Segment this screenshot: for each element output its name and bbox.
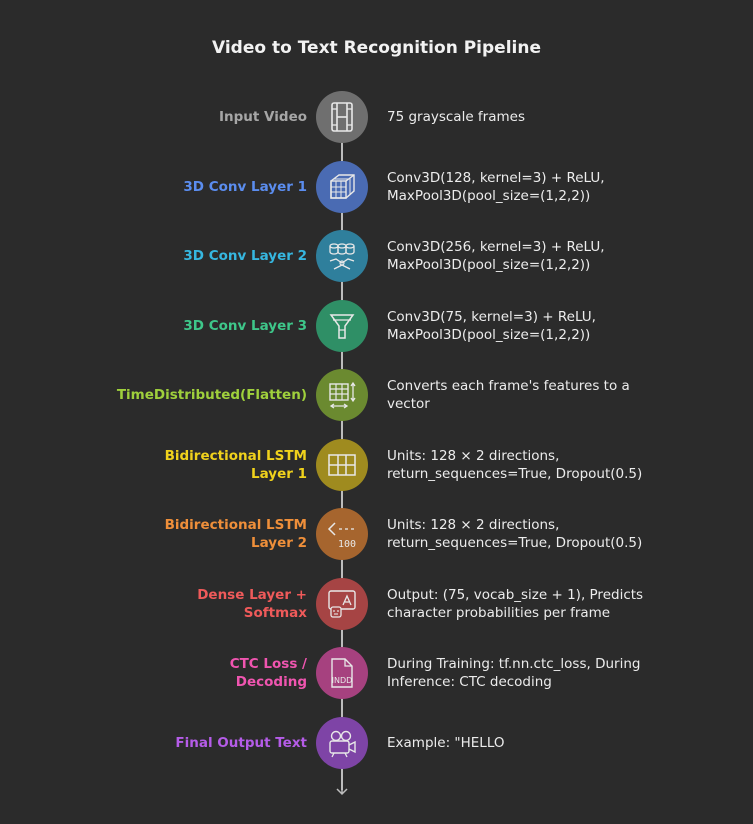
step-node (316, 577, 368, 630)
step-label: 3D Conv Layer 2 (7, 229, 307, 283)
step-node (316, 438, 368, 491)
pipeline-step: Dense Layer + Softmax Output: (75, vocab_s… (0, 577, 753, 631)
step-label-line: Softmax (243, 604, 307, 621)
step-description-line: Conv3D(128, kernel=3) + ReLU, (387, 169, 605, 186)
video-camera-icon (329, 730, 356, 757)
step-label-line: Bidirectional LSTM (164, 517, 307, 533)
database-network-icon (329, 243, 355, 270)
step-node (316, 230, 368, 282)
funnel-icon (329, 313, 355, 339)
step-description-line: 75 grayscale frames (387, 109, 525, 125)
step-description: Example: "HELLO (387, 716, 747, 770)
step-label: Dense Layer + Softmax (7, 577, 307, 631)
step-description-line: return_sequences=True, Dropout(0.5) (387, 535, 643, 551)
grid-layout-icon (328, 453, 356, 476)
step-label-line: Bidirectional LSTM (164, 447, 307, 464)
step-node (316, 716, 368, 769)
pipeline-step: Final Output Text Example: "HELLO (0, 716, 753, 770)
step-node: INDD (316, 647, 368, 699)
step-label-line: TimeDistributed(Flatten) (116, 387, 307, 403)
step-description-line: MaxPool3D(pool_size=(1,2,2)) (387, 257, 591, 273)
step-description: Conv3D(75, kernel=3) + ReLU, MaxPool3D(po… (387, 299, 747, 353)
step-label-line: Final Output Text (175, 734, 307, 751)
step-description-line: MaxPool3D(pool_size=(1,2,2)) (387, 187, 591, 204)
cube-grid-icon (330, 173, 355, 199)
pipeline-step: Bidirectional LSTM Layer 1 Units: 128 × 2 … (0, 438, 753, 492)
step-description: Conv3D(128, kernel=3) + ReLU, MaxPool3D(p… (387, 160, 747, 214)
svg-text:100: 100 (338, 539, 356, 550)
pipeline-step: 3D Conv Layer 3 Conv3D(75, kernel=3) + Re… (0, 299, 753, 353)
step-description-line: vector (387, 396, 430, 412)
pipeline-step: TimeDistributed(Flatten) Converts each fr… (0, 368, 753, 422)
step-description-line: character probabilities per frame (387, 604, 611, 621)
step-node (316, 299, 368, 352)
robot-image-icon (328, 589, 356, 618)
step-description-line: Converts each frame's features to a (387, 378, 630, 394)
step-label-line: Layer 2 (250, 535, 307, 551)
step-description-line: return_sequences=True, Dropout(0.5) (387, 465, 643, 482)
pipeline-step: Input Video 75 grayscale frames (0, 90, 753, 144)
step-description: Converts each frame's features to a vecto… (387, 368, 747, 422)
arrow-down-icon (336, 782, 348, 796)
step-label: Input Video (7, 90, 307, 144)
step-label-line: Dense Layer + (197, 586, 307, 603)
step-node (316, 91, 368, 143)
table-resize-icon (329, 381, 356, 409)
step-description-line: Conv3D(256, kernel=3) + ReLU, (387, 239, 605, 255)
step-description-line: MaxPool3D(pool_size=(1,2,2)) (387, 326, 591, 343)
step-label-line: Layer 1 (250, 465, 307, 482)
step-label-line: 3D Conv Layer 1 (183, 178, 307, 195)
pipeline-step: 3D Conv Layer 2 Conv3D(256, kernel=3) + R… (0, 229, 753, 283)
step-description: Units: 128 × 2 directions, return_sequenc… (387, 438, 747, 492)
step-description-line: Output: (75, vocab_size + 1), Predicts (387, 586, 644, 603)
indd-file-icon: INDD (331, 658, 353, 688)
step-label: Bidirectional LSTM Layer 2 (7, 507, 307, 561)
step-node: 100 (316, 508, 368, 560)
step-description: Output: (75, vocab_size + 1), Predicts ch… (387, 577, 747, 631)
step-label: Bidirectional LSTM Layer 1 (7, 438, 307, 492)
step-description: Conv3D(256, kernel=3) + ReLU, MaxPool3D(p… (387, 229, 747, 283)
step-label-line: CTC Loss / (229, 656, 307, 672)
step-description-line: Inference: CTC decoding (387, 674, 552, 690)
step-description-line: During Training: tf.nn.ctc_loss, During (387, 656, 641, 672)
step-label-line: 3D Conv Layer 3 (183, 317, 307, 334)
pipeline-step: Bidirectional LSTM Layer 2 100 Units: 128 ×… (0, 507, 753, 561)
step-description: Units: 128 × 2 directions, return_sequenc… (387, 507, 747, 561)
pipeline-step: 3D Conv Layer 1 Conv3D(128, kernel=3) + R… (0, 160, 753, 214)
step-description: 75 grayscale frames (387, 90, 747, 144)
number-arrow-icon: 100 (327, 522, 356, 550)
film-strip-icon (331, 102, 353, 132)
step-description-line: Units: 128 × 2 directions, (387, 447, 560, 464)
step-node (316, 369, 368, 421)
step-description-line: Example: "HELLO (387, 734, 505, 751)
page-title: Video to Text Recognition Pipeline (212, 38, 541, 58)
step-label-line: Input Video (219, 109, 307, 125)
step-label: 3D Conv Layer 3 (7, 299, 307, 353)
step-label: TimeDistributed(Flatten) (7, 368, 307, 422)
step-label: Final Output Text (7, 716, 307, 770)
step-description-line: Conv3D(75, kernel=3) + ReLU, (387, 308, 596, 325)
step-label: 3D Conv Layer 1 (7, 160, 307, 214)
step-description: During Training: tf.nn.ctc_loss, During I… (387, 646, 747, 700)
step-node (316, 160, 368, 213)
svg-text:INDD: INDD (332, 676, 353, 685)
step-label-line: 3D Conv Layer 2 (183, 248, 307, 264)
step-label: CTC Loss / Decoding (7, 646, 307, 700)
step-label-line: Decoding (235, 674, 307, 690)
pipeline-step: CTC Loss / Decoding INDD During Training: t… (0, 646, 753, 700)
step-description-line: Units: 128 × 2 directions, (387, 517, 560, 533)
